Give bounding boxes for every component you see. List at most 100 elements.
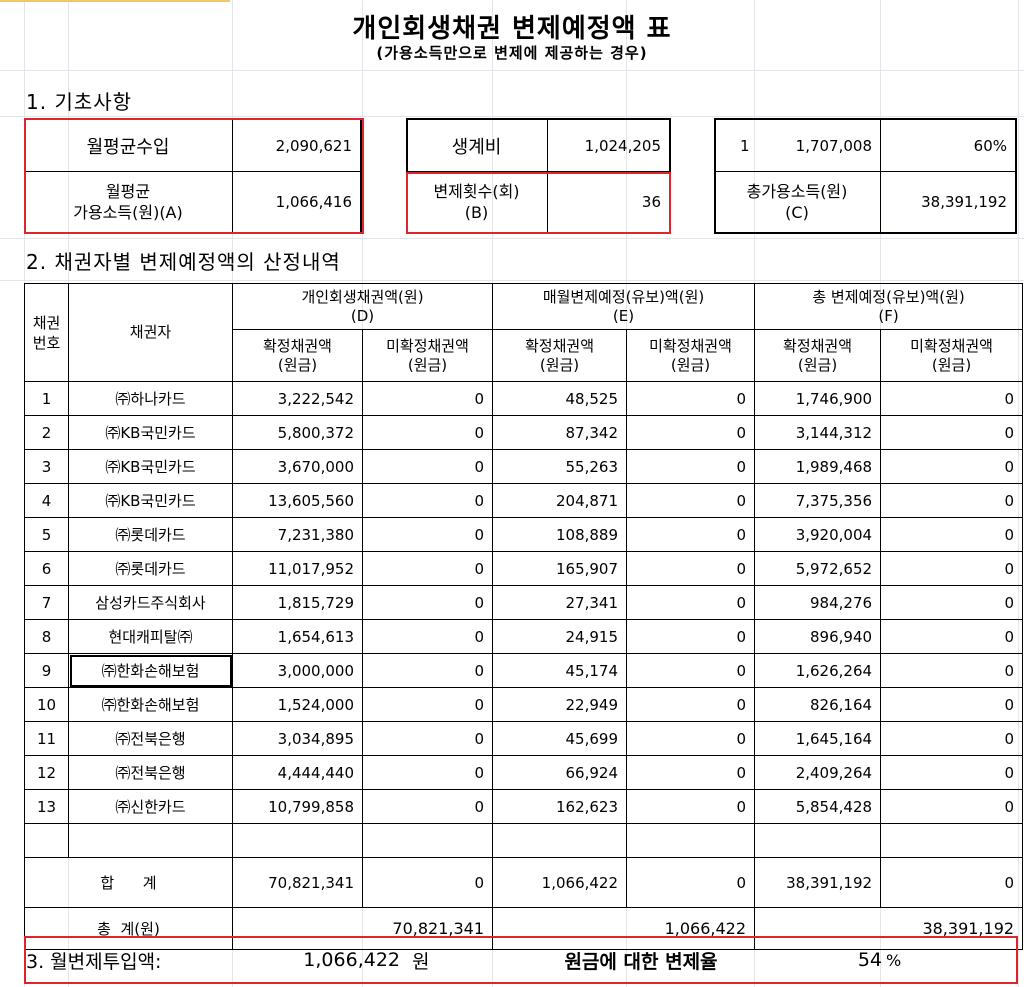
total-unconfirmed[interactable]: 0 xyxy=(880,449,1024,484)
total-confirmed[interactable]: 1,746,900 xyxy=(754,381,882,416)
total-unconfirmed[interactable]: 0 xyxy=(880,483,1024,518)
creditor-name[interactable]: ㈜한화손해보험 xyxy=(68,653,233,688)
row-number[interactable]: 5 xyxy=(24,517,69,552)
monthly-income-value[interactable]: 2,090,621 xyxy=(275,136,352,155)
total-e[interactable]: 1,066,422 xyxy=(492,907,756,950)
creditor-name[interactable]: ㈜한화손해보험 xyxy=(68,687,233,722)
creditor-name[interactable]: ㈜롯데카드 xyxy=(68,517,233,552)
total-d[interactable]: 70,821,341 xyxy=(231,907,494,950)
monthly-unconfirmed[interactable]: 0 xyxy=(626,517,756,552)
cell[interactable]: 38,391,192 xyxy=(754,857,882,908)
claim-confirmed[interactable]: 1,524,000 xyxy=(232,687,363,722)
total-confirmed[interactable]: 5,854,428 xyxy=(754,789,882,824)
total-confirmed[interactable]: 1,645,164 xyxy=(754,721,882,756)
cell[interactable]: 0 xyxy=(626,857,756,908)
claim-confirmed[interactable]: 5,800,372 xyxy=(232,415,363,450)
monthly-unconfirmed[interactable]: 0 xyxy=(626,585,756,620)
creditor-name[interactable]: ㈜신한카드 xyxy=(68,789,233,824)
creditor-name[interactable]: ㈜전북은행 xyxy=(68,755,233,790)
monthly-unconfirmed[interactable]: 0 xyxy=(626,483,756,518)
claim-unconfirmed[interactable]: 0 xyxy=(361,551,494,586)
total-confirmed[interactable]: 896,940 xyxy=(754,619,882,654)
cell[interactable]: 0 xyxy=(880,857,1024,908)
monthly-unconfirmed[interactable]: 0 xyxy=(626,449,756,484)
claim-confirmed[interactable]: 10,799,858 xyxy=(232,789,363,824)
total-available-value[interactable]: 38,391,192 xyxy=(921,193,1007,211)
monthly-confirmed[interactable]: 45,699 xyxy=(492,721,628,756)
monthly-unconfirmed[interactable]: 0 xyxy=(626,687,756,722)
monthly-unconfirmed[interactable]: 0 xyxy=(626,551,756,586)
monthly-confirmed[interactable]: 204,871 xyxy=(492,483,628,518)
repay-count-value[interactable]: 36 xyxy=(641,193,661,211)
creditor-name[interactable]: ㈜전북은행 xyxy=(68,721,233,756)
claim-unconfirmed[interactable]: 0 xyxy=(361,381,494,416)
claim-unconfirmed[interactable]: 0 xyxy=(361,721,494,756)
total-f[interactable]: 38,391,192 xyxy=(754,907,1024,950)
row-number[interactable]: 3 xyxy=(24,449,69,484)
total-unconfirmed[interactable]: 0 xyxy=(880,721,1024,756)
claim-unconfirmed[interactable]: 0 xyxy=(361,687,494,722)
misc-number[interactable]: 1 xyxy=(740,136,750,155)
total-confirmed[interactable]: 7,375,356 xyxy=(754,483,882,518)
claim-unconfirmed[interactable]: 0 xyxy=(361,415,494,450)
creditor-name[interactable]: ㈜KB국민카드 xyxy=(68,449,233,484)
total-confirmed[interactable]: 1,626,264 xyxy=(754,653,882,688)
monthly-confirmed[interactable]: 66,924 xyxy=(492,755,628,790)
living-cost-value[interactable]: 1,024,205 xyxy=(584,136,661,155)
claim-confirmed[interactable]: 1,815,729 xyxy=(232,585,363,620)
misc-percent[interactable]: 60% xyxy=(973,136,1007,155)
total-unconfirmed[interactable]: 0 xyxy=(880,517,1024,552)
total-confirmed[interactable]: 826,164 xyxy=(754,687,882,722)
total-unconfirmed[interactable]: 0 xyxy=(880,653,1024,688)
row-number[interactable]: 12 xyxy=(24,755,69,790)
total-unconfirmed[interactable]: 0 xyxy=(880,789,1024,824)
claim-unconfirmed[interactable]: 0 xyxy=(361,449,494,484)
row-number[interactable]: 2 xyxy=(24,415,69,450)
row-number[interactable]: 8 xyxy=(24,619,69,654)
row-number[interactable]: 1 xyxy=(24,381,69,416)
monthly-unconfirmed[interactable]: 0 xyxy=(626,653,756,688)
monthly-unconfirmed[interactable]: 0 xyxy=(626,721,756,756)
claim-confirmed[interactable]: 7,231,380 xyxy=(232,517,363,552)
total-unconfirmed[interactable]: 0 xyxy=(880,551,1024,586)
total-confirmed[interactable]: 5,972,652 xyxy=(754,551,882,586)
monthly-confirmed[interactable]: 45,174 xyxy=(492,653,628,688)
cell[interactable]: 0 xyxy=(361,857,494,908)
monthly-unconfirmed[interactable]: 0 xyxy=(626,381,756,416)
monthly-confirmed[interactable]: 87,342 xyxy=(492,415,628,450)
total-unconfirmed[interactable]: 0 xyxy=(880,619,1024,654)
claim-confirmed[interactable]: 1,654,613 xyxy=(232,619,363,654)
creditor-name[interactable]: ㈜KB국민카드 xyxy=(68,415,233,450)
row-number[interactable]: 4 xyxy=(24,483,69,518)
creditor-name[interactable]: 삼성카드주식회사 xyxy=(68,585,233,620)
claim-unconfirmed[interactable]: 0 xyxy=(361,653,494,688)
total-unconfirmed[interactable]: 0 xyxy=(880,415,1024,450)
monthly-confirmed[interactable]: 108,889 xyxy=(492,517,628,552)
row-number[interactable]: 13 xyxy=(24,789,69,824)
creditor-name[interactable]: 현대캐피탈㈜ xyxy=(68,619,233,654)
monthly-confirmed[interactable]: 27,341 xyxy=(492,585,628,620)
total-unconfirmed[interactable]: 0 xyxy=(880,755,1024,790)
claim-confirmed[interactable]: 13,605,560 xyxy=(232,483,363,518)
row-number[interactable]: 7 xyxy=(24,585,69,620)
claim-confirmed[interactable]: 3,222,542 xyxy=(232,381,363,416)
total-confirmed[interactable]: 984,276 xyxy=(754,585,882,620)
total-confirmed[interactable]: 1,989,468 xyxy=(754,449,882,484)
claim-unconfirmed[interactable]: 0 xyxy=(361,755,494,790)
total-confirmed[interactable]: 3,920,004 xyxy=(754,517,882,552)
misc-value[interactable]: 1,707,008 xyxy=(795,136,872,155)
claim-confirmed[interactable]: 3,670,000 xyxy=(232,449,363,484)
total-confirmed[interactable]: 3,144,312 xyxy=(754,415,882,450)
row-number[interactable]: 10 xyxy=(24,687,69,722)
monthly-unconfirmed[interactable]: 0 xyxy=(626,789,756,824)
claim-confirmed[interactable]: 3,000,000 xyxy=(232,653,363,688)
row-number[interactable]: 11 xyxy=(24,721,69,756)
total-unconfirmed[interactable]: 0 xyxy=(880,687,1024,722)
claim-unconfirmed[interactable]: 0 xyxy=(361,619,494,654)
creditor-name[interactable]: ㈜KB국민카드 xyxy=(68,483,233,518)
repayment-ratio-value[interactable]: 54 xyxy=(857,949,882,971)
monthly-unconfirmed[interactable]: 0 xyxy=(626,755,756,790)
total-unconfirmed[interactable]: 0 xyxy=(880,381,1024,416)
cell[interactable]: 1,066,422 xyxy=(492,857,628,908)
total-unconfirmed[interactable]: 0 xyxy=(880,585,1024,620)
